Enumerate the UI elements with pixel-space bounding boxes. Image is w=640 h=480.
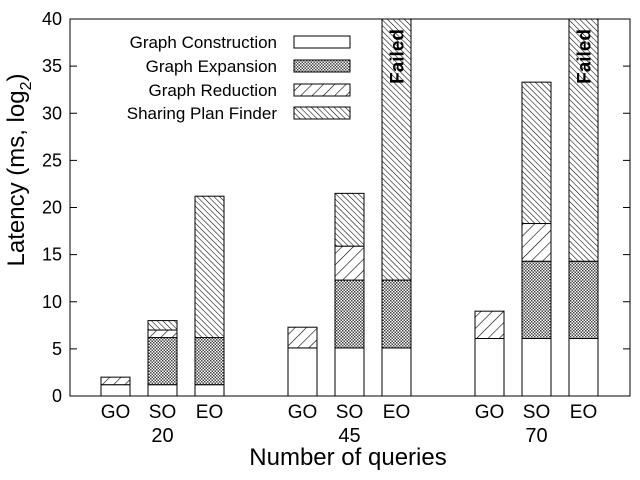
x-category-label: SO <box>336 402 363 423</box>
x-group-label: 20 <box>151 425 173 447</box>
y-tick-label: 5 <box>52 339 62 359</box>
bar-segment-graph-reduction <box>521 223 552 262</box>
y-tick-label: 25 <box>42 150 62 170</box>
x-category-label: SO <box>149 402 176 423</box>
bar-segment-graph-construction <box>147 384 178 397</box>
legend-label: Graph Expansion <box>146 57 277 76</box>
failed-annotation: Failed <box>388 29 409 84</box>
bar-segment-graph-reduction <box>474 310 505 340</box>
y-axis-title-close: ) <box>3 74 30 82</box>
bar-segment-graph-reduction <box>287 326 318 349</box>
bar-segment-graph-construction <box>334 347 365 397</box>
bar-segment-graph-construction <box>100 384 131 397</box>
bar-segment-graph-expansion <box>334 279 365 349</box>
y-ticks-layer: 0 5 10 15 20 25 30 35 40 <box>42 9 62 406</box>
legend-swatch <box>293 35 351 49</box>
bar-segment-graph-expansion <box>521 260 552 340</box>
x-category-label: GO <box>288 402 318 423</box>
bar-segment-graph-construction <box>194 384 225 397</box>
y-tick-label: 35 <box>42 56 62 76</box>
y-tick-label: 30 <box>42 103 62 123</box>
x-group-label: 45 <box>338 425 360 447</box>
bar-segment-sharing-plan-finder <box>334 192 365 247</box>
legend-swatch <box>293 83 351 97</box>
y-tick-label: 15 <box>42 245 62 265</box>
bar-segment-graph-reduction <box>100 376 131 386</box>
bar-segment-graph-reduction <box>147 329 178 339</box>
y-tick-label: 40 <box>42 9 62 29</box>
failed-annotation: Failed <box>575 29 596 84</box>
y-tick-label: 0 <box>52 386 62 406</box>
legend-label: Graph Reduction <box>148 81 277 100</box>
x-axis-title: Number of queries <box>249 444 446 471</box>
x-category-label: GO <box>475 402 505 423</box>
bar-segment-graph-expansion <box>381 279 412 349</box>
bar-segment-graph-construction <box>474 338 505 397</box>
legend-swatch <box>293 106 351 120</box>
y-axis-title: Latency (ms, log2) <box>3 74 35 267</box>
bar-segment-graph-construction <box>381 347 412 397</box>
bar-segment-sharing-plan-finder <box>568 18 599 262</box>
bar-segment-graph-construction <box>521 338 552 397</box>
x-category-label: EO <box>383 402 410 423</box>
bar-segment-sharing-plan-finder <box>194 195 225 339</box>
y-axis-title-subscript: 2 <box>18 81 35 90</box>
x-labels-layer: GO SO EO 20 GO SO EO 45 GO SO EO 70 <box>101 402 598 447</box>
legend-label: Graph Construction <box>130 33 277 52</box>
bar-segment-graph-expansion <box>194 337 225 386</box>
y-axis-title-main: Latency (ms, log <box>3 90 30 266</box>
legend: Graph Construction Graph Expansion Graph R… <box>127 33 351 123</box>
bar-segment-sharing-plan-finder <box>521 81 552 225</box>
legend-swatch <box>293 59 351 73</box>
bar-segment-graph-reduction <box>334 245 365 281</box>
legend-label: Sharing Plan Finder <box>127 104 278 123</box>
bar-segment-graph-construction <box>568 338 599 397</box>
x-category-label: EO <box>196 402 223 423</box>
x-category-label: GO <box>101 402 131 423</box>
axes-layer <box>69 18 631 397</box>
x-category-label: SO <box>523 402 550 423</box>
x-group-label: 70 <box>525 425 547 447</box>
bar-segment-graph-construction <box>287 347 318 397</box>
y-tick-label: 20 <box>42 198 62 218</box>
bar-segment-graph-expansion <box>147 337 178 386</box>
bar-segment-sharing-plan-finder <box>147 320 178 331</box>
x-category-label: EO <box>570 402 597 423</box>
y-tick-label: 10 <box>42 292 62 312</box>
bar-segment-graph-expansion <box>568 260 599 340</box>
